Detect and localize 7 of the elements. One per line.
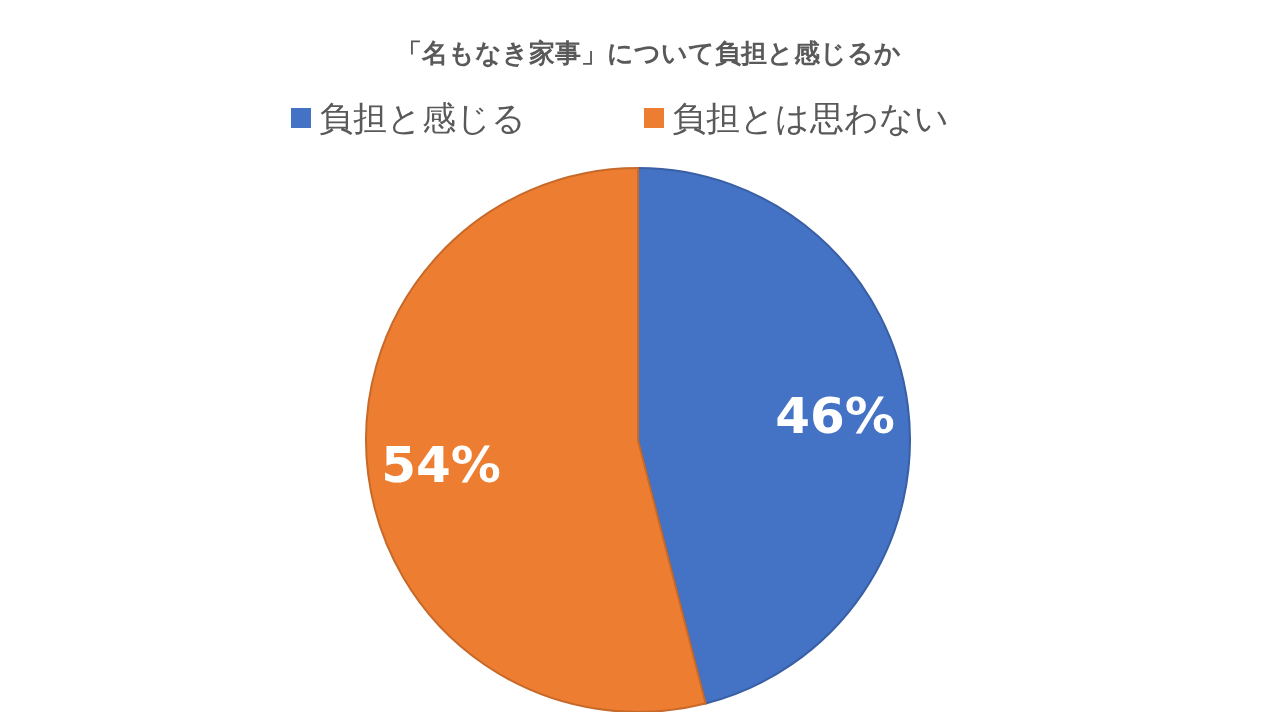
data-label: 54% (381, 436, 501, 495)
legend-label: 負担と感じる (319, 97, 526, 138)
data-label: 46% (775, 386, 895, 445)
chart-title: 「名もなき家事」について負担と感じるか (395, 38, 901, 69)
pie-slice (637, 167, 911, 705)
legend-label: 負担とは思わない (672, 97, 949, 138)
pie-slice (365, 167, 707, 712)
